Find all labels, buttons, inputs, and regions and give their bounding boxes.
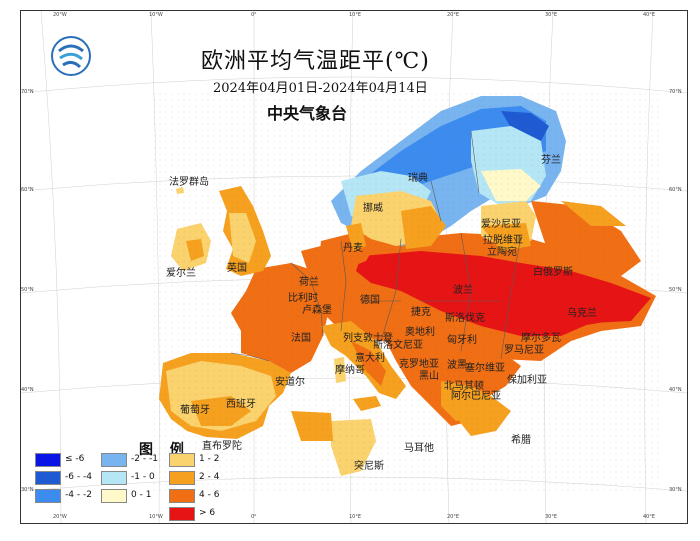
country-label: 黑山: [419, 371, 439, 382]
country-label: 塞尔维亚: [465, 363, 505, 374]
legend-label: > 6: [199, 508, 216, 518]
top-tick: 30°E: [545, 12, 558, 18]
left-tick: 70°N: [21, 89, 34, 95]
legend-swatch: [169, 471, 195, 485]
map-frame: 20°W 10°W 0° 10°E 20°E 30°E 40°E 20°W 10…: [20, 10, 688, 524]
left-tick: 40°N: [21, 387, 34, 393]
cma-logo-icon: [51, 36, 91, 76]
country-label: 意大利: [355, 353, 385, 364]
country-label: 比利时: [288, 293, 318, 304]
country-label: 葡萄牙: [180, 405, 210, 416]
bottom-tick: 10°E: [349, 514, 362, 520]
agency-name: 中央气象台: [267, 104, 348, 123]
country-label: 波黑: [447, 360, 467, 371]
country-label: 马耳他: [404, 443, 434, 454]
country-label: 直布罗陀: [202, 441, 242, 452]
country-label: 乌克兰: [567, 308, 597, 319]
country-label: 北马其顿: [444, 381, 484, 392]
top-tick: 40°E: [643, 12, 656, 18]
top-tick: 0°: [251, 12, 257, 18]
country-label: 芬兰: [541, 155, 561, 166]
bottom-tick: 20°E: [447, 514, 460, 520]
legend-swatch: [101, 453, 127, 467]
country-label: 法罗群岛: [169, 177, 209, 188]
country-label: 西班牙: [226, 399, 256, 410]
country-label: 卢森堡: [302, 305, 332, 316]
legend-label: -4 - -2: [65, 490, 92, 500]
legend-swatch: [35, 471, 61, 485]
legend-swatch: [101, 489, 127, 503]
right-tick: 50°N: [669, 287, 682, 293]
country-label: 奥地利: [405, 327, 435, 338]
right-tick: 60°N: [669, 187, 682, 193]
country-label: 罗马尼亚: [504, 345, 544, 356]
legend-label: -6 - -4: [65, 472, 92, 482]
top-tick: 10°W: [149, 12, 163, 18]
right-tick: 30°N: [669, 487, 682, 493]
legend-swatch: [169, 489, 195, 503]
country-label: 德国: [360, 295, 380, 306]
legend-label: -1 - 0: [131, 472, 155, 482]
legend-swatch: [35, 453, 61, 467]
temperature-anomaly-map: [21, 11, 687, 523]
country-label: 爱沙尼亚: [481, 219, 521, 230]
legend-label: ≤ -6: [65, 454, 85, 464]
left-tick: 30°N: [21, 487, 34, 493]
map-title: 欧洲平均气温距平(℃): [201, 49, 430, 74]
country-label: 安道尔: [275, 377, 305, 388]
legend-label: 1 - 2: [199, 454, 220, 464]
country-label: 瑞典: [408, 173, 428, 184]
bottom-tick: 0°: [251, 514, 257, 520]
country-label: 爱尔兰: [166, 268, 196, 279]
country-label: 英国: [227, 263, 247, 274]
legend-label: -2 - -1: [131, 454, 158, 464]
country-label: 希腊: [511, 435, 531, 446]
country-label: 拉脱维亚: [483, 235, 523, 246]
country-label: 摩纳哥: [335, 365, 365, 376]
country-label: 捷克: [411, 307, 431, 318]
country-borders: [230, 130, 522, 362]
country-label: 斯洛文尼亚: [373, 340, 423, 351]
bottom-tick: 20°W: [53, 514, 67, 520]
right-tick: 70°N: [669, 89, 682, 95]
country-label: 列支敦士登: [343, 333, 393, 344]
country-label: 波兰: [453, 285, 473, 296]
legend-label: 4 - 6: [199, 490, 220, 500]
country-label: 斯洛伐克: [445, 313, 485, 324]
country-label: 荷兰: [299, 277, 319, 288]
country-label: 丹麦: [343, 243, 363, 254]
legend-swatch: [101, 471, 127, 485]
top-tick: 20°E: [447, 12, 460, 18]
country-label: 保加利亚: [507, 375, 547, 386]
country-label: 克罗地亚: [399, 359, 439, 370]
country-label: 白俄罗斯: [533, 267, 573, 278]
bottom-tick: 10°W: [149, 514, 163, 520]
country-label: 法国: [291, 333, 311, 344]
left-tick: 50°N: [21, 287, 34, 293]
top-tick: 10°E: [349, 12, 362, 18]
legend-swatch: [169, 507, 195, 521]
legend-label: 0 - 1: [131, 490, 152, 500]
legend-swatch: [169, 453, 195, 467]
country-label: 立陶宛: [487, 247, 517, 258]
date-range: 2024年04月01日-2024年04月14日: [213, 81, 428, 96]
legend-label: 2 - 4: [199, 472, 220, 482]
country-label: 阿尔巴尼亚: [451, 391, 501, 402]
bottom-tick: 40°E: [643, 514, 656, 520]
left-tick: 60°N: [21, 187, 34, 193]
country-label: 摩尔多瓦: [521, 333, 561, 344]
legend-swatch: [35, 489, 61, 503]
top-tick: 20°W: [53, 12, 67, 18]
bottom-tick: 30°E: [545, 514, 558, 520]
country-label: 突尼斯: [354, 461, 384, 472]
country-label: 挪威: [363, 203, 383, 214]
country-label: 匈牙利: [447, 335, 477, 346]
right-tick: 40°N: [669, 387, 682, 393]
